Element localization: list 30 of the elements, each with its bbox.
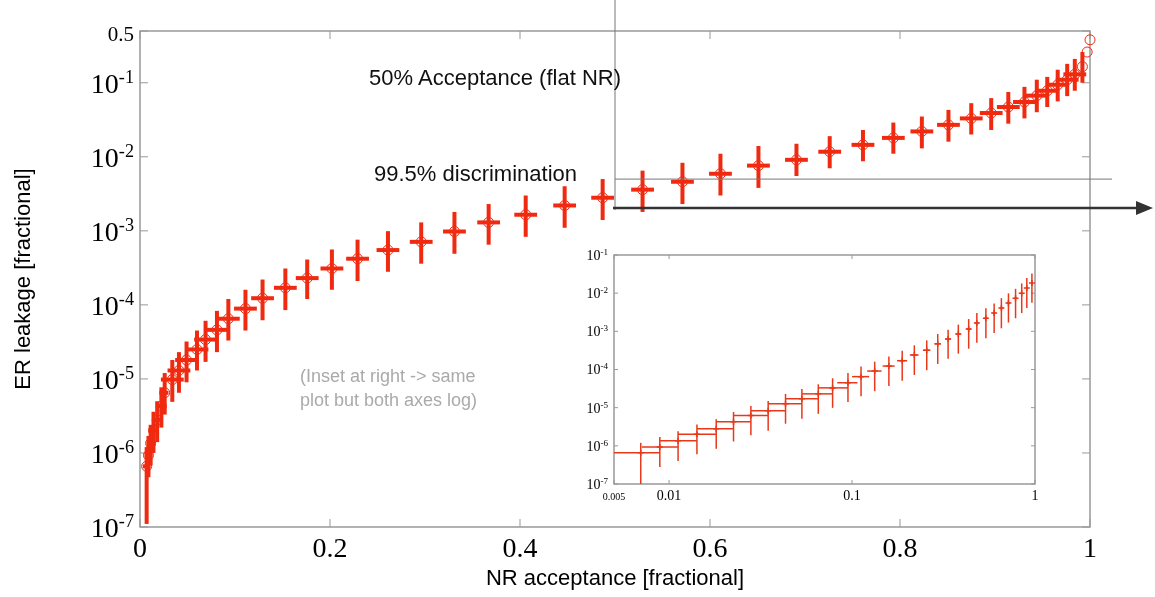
y-tick-label: 10$^{-2}$ — [586, 285, 609, 302]
x-tick-label: 0 — [133, 532, 147, 563]
x-axis-title: NR acceptance [fractional] — [485, 565, 745, 590]
x-tick-label: 0.005 — [602, 491, 626, 502]
y-tick-label: 10$^{-5}$ — [90, 362, 134, 395]
ref-line-label: 99.5% discrimination — [374, 161, 577, 187]
y-tick-label: 10$^{-3}$ — [90, 214, 134, 247]
y-tick-label: 10$^{-3}$ — [586, 323, 609, 340]
y-tick-label: 10$^{-7}$ — [586, 475, 609, 492]
x-tick-label: 0.01 — [656, 488, 682, 503]
x-tick-label: 1 — [1083, 532, 1097, 563]
x-tick-label: 0.8 — [882, 532, 918, 563]
y-tick-label: 10$^{-7}$ — [90, 510, 134, 543]
y-tick-label: 10$^{-6}$ — [586, 437, 609, 454]
y-tick-label: 10$^{-1}$ — [90, 66, 134, 99]
x-tick-label: 0.2 — [312, 532, 348, 563]
x-tick-label: 0.6 — [692, 532, 728, 563]
y-tick-label: 10$^{-4}$ — [586, 361, 609, 378]
y-tick-label: 10$^{-5}$ — [586, 399, 609, 416]
y-tick-label: 10$^{-6}$ — [90, 436, 134, 469]
y-axis-title: ER leakage [fractional] — [10, 168, 35, 390]
y-tick-label: 10$^{-2}$ — [90, 140, 134, 173]
y-tick-label: 0.5 — [107, 21, 134, 46]
x-tick-label: 1 — [1031, 488, 1039, 503]
x-tick-label: 0.4 — [502, 532, 538, 563]
annotation: (Inset at right -> same plot but both axes log) — [300, 366, 478, 410]
y-tick-label: 10$^{-4}$ — [90, 288, 134, 321]
x-tick-label: 0.1 — [843, 488, 861, 503]
y-tick-label: 10$^{-1}$ — [586, 246, 608, 263]
ref-line-label: 50% Acceptance (flat NR) — [369, 65, 621, 90]
